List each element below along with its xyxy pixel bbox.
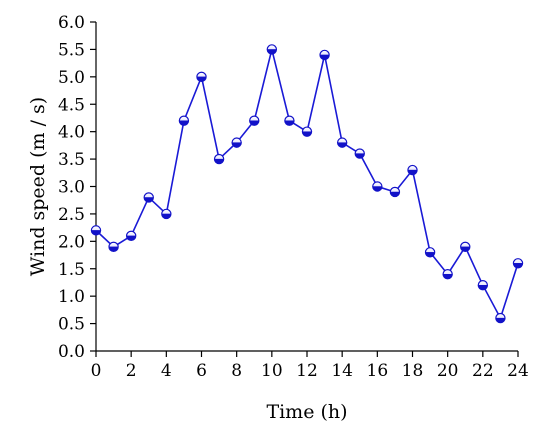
x-tick-label: 24: [507, 361, 529, 381]
x-tick-label: 18: [402, 361, 424, 381]
data-point: [178, 115, 190, 126]
data-point: [125, 230, 137, 242]
data-point: [161, 208, 172, 220]
data-point: [442, 269, 453, 280]
x-tick-label: 6: [196, 361, 207, 381]
x-tick-label: 8: [231, 361, 242, 381]
y-tick-label: 2.0: [58, 232, 85, 252]
y-tick-label: 2.5: [58, 205, 85, 225]
axes: [95, 22, 518, 352]
y-tick-label: 4.5: [58, 95, 85, 115]
data-point: [407, 164, 418, 176]
ticks: 0.0 0.5 1.0 1.5 2.0 2.5 3.0 3.5 4.0 4.5 5.0 5.5 6.0 0…: [58, 13, 529, 381]
x-tick-label: 14: [331, 361, 353, 381]
data-point: [354, 148, 365, 159]
data-point: [512, 258, 524, 269]
data-point: [266, 44, 278, 55]
y-tick-label: 4.0: [58, 123, 85, 143]
x-tick-label: 0: [91, 361, 102, 381]
data-point: [284, 115, 295, 126]
y-tick-label: 5.5: [58, 40, 85, 60]
data-point: [213, 153, 225, 165]
data-point: [319, 49, 330, 61]
x-tick-label: 12: [296, 361, 318, 381]
data-point: [372, 181, 383, 192]
data-point: [389, 186, 401, 198]
x-tick-label: 2: [126, 361, 137, 381]
data-point: [143, 192, 154, 203]
y-axis-title: Wind speed (m / s): [27, 97, 49, 276]
y-tick-label: 0.5: [58, 315, 85, 335]
x-tick-label: 10: [261, 361, 283, 381]
y-tick-label: 3.5: [58, 150, 85, 170]
x-tick-label: 20: [437, 361, 459, 381]
data-point: [301, 126, 313, 137]
data-point: [460, 241, 471, 253]
x-tick-label: 4: [161, 361, 172, 381]
y-tick-label: 0.0: [58, 342, 85, 362]
y-tick-label: 5.0: [58, 68, 85, 88]
data-point: [336, 137, 348, 148]
data-point: [231, 137, 242, 148]
y-tick-label: 1.0: [58, 287, 85, 307]
series-line: [95, 49, 519, 321]
data-point: [495, 312, 506, 324]
x-tick-label: 16: [367, 361, 389, 381]
y-tick-label: 6.0: [58, 13, 85, 33]
y-tick-label: 3.0: [58, 178, 85, 198]
y-tick-label: 1.5: [58, 260, 85, 280]
data-point: [196, 71, 207, 83]
data-point: [90, 225, 102, 236]
x-tick-label: 22: [472, 361, 494, 381]
x-axis-title: Time (h): [266, 401, 347, 423]
data-point: [477, 280, 489, 291]
data-series: [90, 44, 524, 324]
data-point: [108, 241, 119, 253]
data-point: [424, 247, 436, 258]
data-point: [249, 115, 260, 126]
